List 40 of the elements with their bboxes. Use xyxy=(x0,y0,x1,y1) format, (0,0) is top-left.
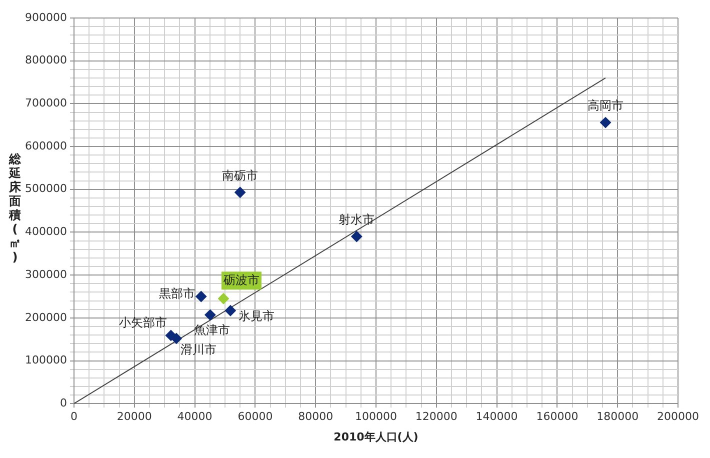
y-tick-label: 600000 xyxy=(24,139,67,152)
point xyxy=(600,117,612,128)
x-tick-label: 140000 xyxy=(476,410,518,424)
series-label: 南砺市 xyxy=(222,168,258,182)
x-tick-label: 40000 xyxy=(177,410,212,424)
y-tick-label: 900000 xyxy=(24,10,67,24)
y-tick-label: 0 xyxy=(60,396,67,410)
point xyxy=(224,305,236,316)
y-tick-label: 200000 xyxy=(24,310,67,324)
point xyxy=(165,330,176,341)
x-tick-label: 100000 xyxy=(355,410,397,424)
point xyxy=(218,293,229,304)
y-tick-label: 500000 xyxy=(24,182,67,196)
y-tick-label: 700000 xyxy=(24,96,67,110)
x-tick-label: 20000 xyxy=(116,410,152,424)
point xyxy=(351,231,362,242)
point xyxy=(196,290,207,302)
x-tick-label: 0 xyxy=(70,410,78,424)
series-label: 魚津市 xyxy=(194,323,230,338)
y-tick-label: 100000 xyxy=(24,354,67,367)
series-label: 氷見市 xyxy=(238,308,274,323)
y-tick-label: 800000 xyxy=(24,54,67,67)
x-tick-label: 160000 xyxy=(536,410,578,424)
series-label: 小矢部市 xyxy=(118,316,167,330)
series-label: 滑川市 xyxy=(180,342,216,357)
y-axis-title: 総延床面積(㎡) xyxy=(8,152,22,264)
x-tick-label: 120000 xyxy=(415,410,458,424)
point xyxy=(234,186,246,198)
x-tick-label: 60000 xyxy=(238,410,273,424)
y-tick-label: 400000 xyxy=(24,225,67,238)
x-tick-label: 180000 xyxy=(596,410,639,424)
series-label: 砺波市 xyxy=(222,272,260,287)
point xyxy=(204,309,216,320)
series-label: 高岡市 xyxy=(588,98,624,113)
x-tick-label: 200000 xyxy=(657,410,700,424)
x-axis-title: 2010年人口(人) xyxy=(334,430,418,444)
x-tick-label: 80000 xyxy=(298,410,334,424)
series-label: 射水市 xyxy=(338,212,375,227)
series-label: 黒部市 xyxy=(159,286,196,301)
y-tick-label: 300000 xyxy=(24,268,67,281)
